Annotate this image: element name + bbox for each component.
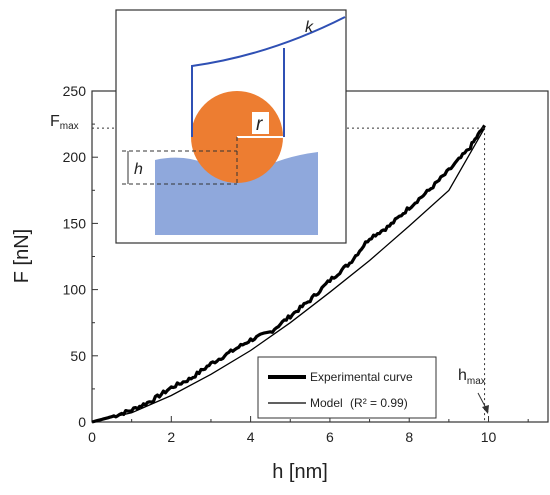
x-tick-label: 0 [88, 429, 96, 445]
x-tick-label: 10 [481, 429, 497, 445]
fmax-label: Fmax [50, 113, 79, 132]
legend: Experimental curve Model (R² = 0.99) [257, 356, 437, 419]
y-axis-label: F [nN] [11, 229, 33, 283]
x-tick-label: 6 [326, 429, 334, 445]
hmax-label: hmax [458, 367, 486, 387]
legend-label-model: Model (R² = 0.99) [310, 396, 408, 410]
radius-label-box [252, 112, 269, 134]
cantilever-frame [191, 16, 346, 137]
series-layer [91, 124, 486, 424]
series-model-line [91, 127, 486, 423]
legend-model-r2: (R² = 0.99) [350, 396, 408, 410]
depth-label: h [134, 161, 143, 178]
x-tick-label: 4 [247, 429, 255, 445]
y-tick-label: 150 [63, 215, 87, 231]
y-tick-label: 200 [63, 149, 87, 165]
y-tick-label: 250 [63, 83, 87, 99]
spring-label: k [305, 19, 314, 36]
series-experimental-line [91, 124, 486, 424]
y-tick-label: 100 [63, 282, 87, 298]
legend-label-experimental: Experimental curve [310, 370, 413, 384]
substrate-shape [155, 152, 318, 235]
x-axis-label: h [nm] [272, 461, 328, 483]
inset-diagram: r k h [115, 9, 347, 244]
hmax-arrowhead [482, 405, 489, 414]
x-tick-label: 2 [167, 429, 175, 445]
x-tick-label: 8 [405, 429, 413, 445]
y-tick-label: 50 [70, 348, 86, 364]
radius-label: r [256, 114, 263, 135]
y-tick-label: 0 [78, 414, 86, 430]
legend-model-name: Model [310, 396, 343, 410]
